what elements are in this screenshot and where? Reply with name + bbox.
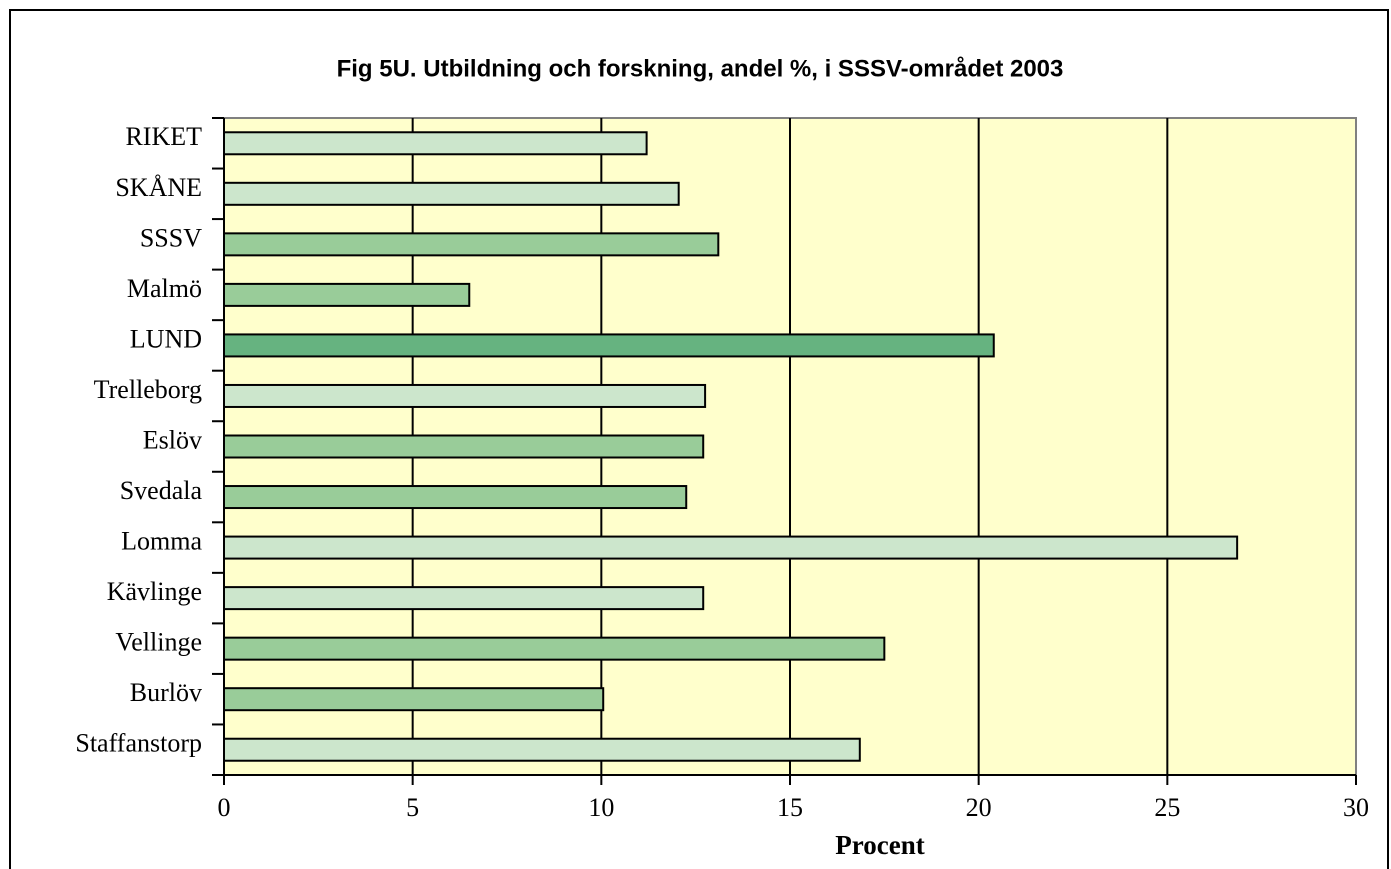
x-tick-label: 25 (1154, 793, 1180, 822)
bar (223, 485, 688, 510)
y-tick-label: Vellinge (115, 628, 202, 657)
y-tick-label: Malmö (127, 274, 202, 303)
bar (223, 737, 861, 762)
y-tick-label: LUND (130, 324, 202, 353)
y-tick-label: Staffanstorp (75, 729, 202, 758)
y-tick-label: Eslöv (143, 425, 202, 454)
bar (223, 131, 648, 156)
x-axis-label: Procent (835, 830, 924, 860)
bar (223, 535, 1239, 560)
x-tick-label: 10 (588, 793, 614, 822)
bar (223, 181, 680, 206)
bar (223, 434, 705, 459)
bar (223, 636, 886, 661)
y-tick-label: Svedala (120, 476, 203, 505)
bar (223, 586, 705, 611)
chart-title: Fig 5U. Utbildning och forskning, andel … (337, 55, 1064, 82)
y-tick-label: Trelleborg (94, 375, 202, 404)
x-tick-label: 5 (406, 793, 419, 822)
bar (223, 687, 605, 712)
y-tick-label: Lomma (121, 527, 202, 556)
x-tick-label: 20 (966, 793, 992, 822)
x-tick-label: 15 (777, 793, 803, 822)
y-tick-label: SSSV (140, 223, 202, 252)
x-tick-label: 30 (1343, 793, 1369, 822)
bar (223, 282, 471, 307)
y-tick-label: RIKET (125, 122, 202, 151)
bar (223, 383, 707, 408)
x-tick-label: 0 (218, 793, 231, 822)
y-tick-label: Burlöv (130, 678, 202, 707)
bar (223, 333, 995, 358)
y-tick-label: SKÅNE (115, 173, 202, 202)
bar (223, 232, 720, 257)
y-tick-label: Kävlinge (107, 577, 202, 606)
